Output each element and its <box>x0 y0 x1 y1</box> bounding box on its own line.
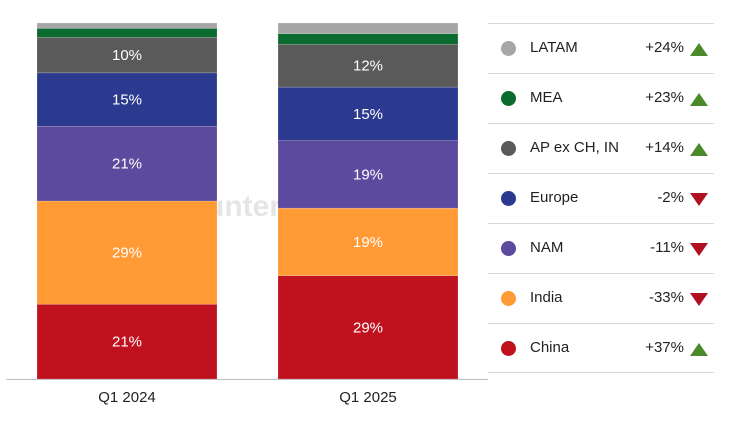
stacked-bar-chart: 21% 29% 21% 15% 10% Q1 2024 29% 19% 19% 15% 12% Q1 … <box>6 22 488 406</box>
bar-segment-india-2 <box>277 207 459 277</box>
triangle-up-icon <box>690 343 708 356</box>
legend-swatch-icon <box>501 291 516 306</box>
legend-item: AP ex CH, IN +14% <box>488 123 714 173</box>
legend-label: LATAM <box>530 39 578 56</box>
bar-segment-china-2 <box>277 275 459 380</box>
legend-item: NAM -11% <box>488 223 714 273</box>
bar-segment-china-1 <box>36 303 218 380</box>
legend-change: +23% <box>645 89 684 106</box>
triangle-up-icon <box>690 93 708 106</box>
triangle-down-icon <box>690 243 708 256</box>
bar-segment-nam-2 <box>277 140 459 209</box>
data-label: 15% <box>112 92 142 109</box>
legend-label: China <box>530 339 570 356</box>
triangle-up-icon <box>690 143 708 156</box>
legend-item: Europe -2% <box>488 173 714 223</box>
legend-label: India <box>530 289 563 306</box>
data-label: 19% <box>353 234 383 251</box>
triangle-down-icon <box>690 193 708 206</box>
legend-item: China +37% <box>488 323 714 373</box>
data-label: 29% <box>112 245 142 262</box>
legend-label: NAM <box>530 239 564 256</box>
legend-swatch-icon <box>501 241 516 256</box>
triangle-down-icon <box>690 293 708 306</box>
legend-item: MEA +23% <box>488 73 714 123</box>
legend-swatch-icon <box>501 191 516 206</box>
bar-segment-india-1 <box>36 200 218 305</box>
data-label: 29% <box>353 319 383 336</box>
data-label: 10% <box>112 47 142 64</box>
legend-label: MEA <box>530 89 563 106</box>
legend-item: LATAM +24% <box>488 23 714 73</box>
legend-change: +14% <box>645 139 684 156</box>
bar-segment-europe-2 <box>277 86 459 141</box>
triangle-up-icon <box>690 43 708 56</box>
bar-segment-europe-1 <box>36 72 218 127</box>
x-tick-label: Q1 2025 <box>339 389 397 406</box>
bar-segment-ap-ex-ch-in-2 <box>277 44 459 88</box>
legend-swatch-icon <box>501 91 516 106</box>
bar-segment-mea-1 <box>36 28 218 38</box>
legend-change: +24% <box>645 39 684 56</box>
bar-segment-mea-2 <box>277 33 459 45</box>
legend-label: Europe <box>530 189 579 206</box>
legend-label: AP ex CH, IN <box>530 139 619 156</box>
bar-segment-ap-ex-ch-in-1 <box>36 36 218 74</box>
legend-change: +37% <box>645 339 684 356</box>
data-label: 15% <box>353 106 383 123</box>
data-label: 12% <box>353 58 383 75</box>
legend-item: India -33% <box>488 273 714 323</box>
bar-segment-latam-2 <box>277 22 459 34</box>
legend: LATAM +24% MEA +23% AP ex CH, IN +14% Europe -2… <box>488 23 714 373</box>
legend-swatch-icon <box>501 41 516 56</box>
x-tick-label: Q1 2024 <box>98 389 156 406</box>
bar-segment-latam-1 <box>36 22 218 29</box>
bar-segment-nam-1 <box>36 125 218 202</box>
data-label: 21% <box>112 156 142 173</box>
legend-swatch-icon <box>501 341 516 356</box>
data-label: 19% <box>353 166 383 183</box>
legend-swatch-icon <box>501 141 516 156</box>
legend-change: -33% <box>648 289 684 306</box>
legend-change: -2% <box>657 189 684 206</box>
legend-change: -11% <box>650 239 684 256</box>
data-label: 21% <box>112 334 142 351</box>
